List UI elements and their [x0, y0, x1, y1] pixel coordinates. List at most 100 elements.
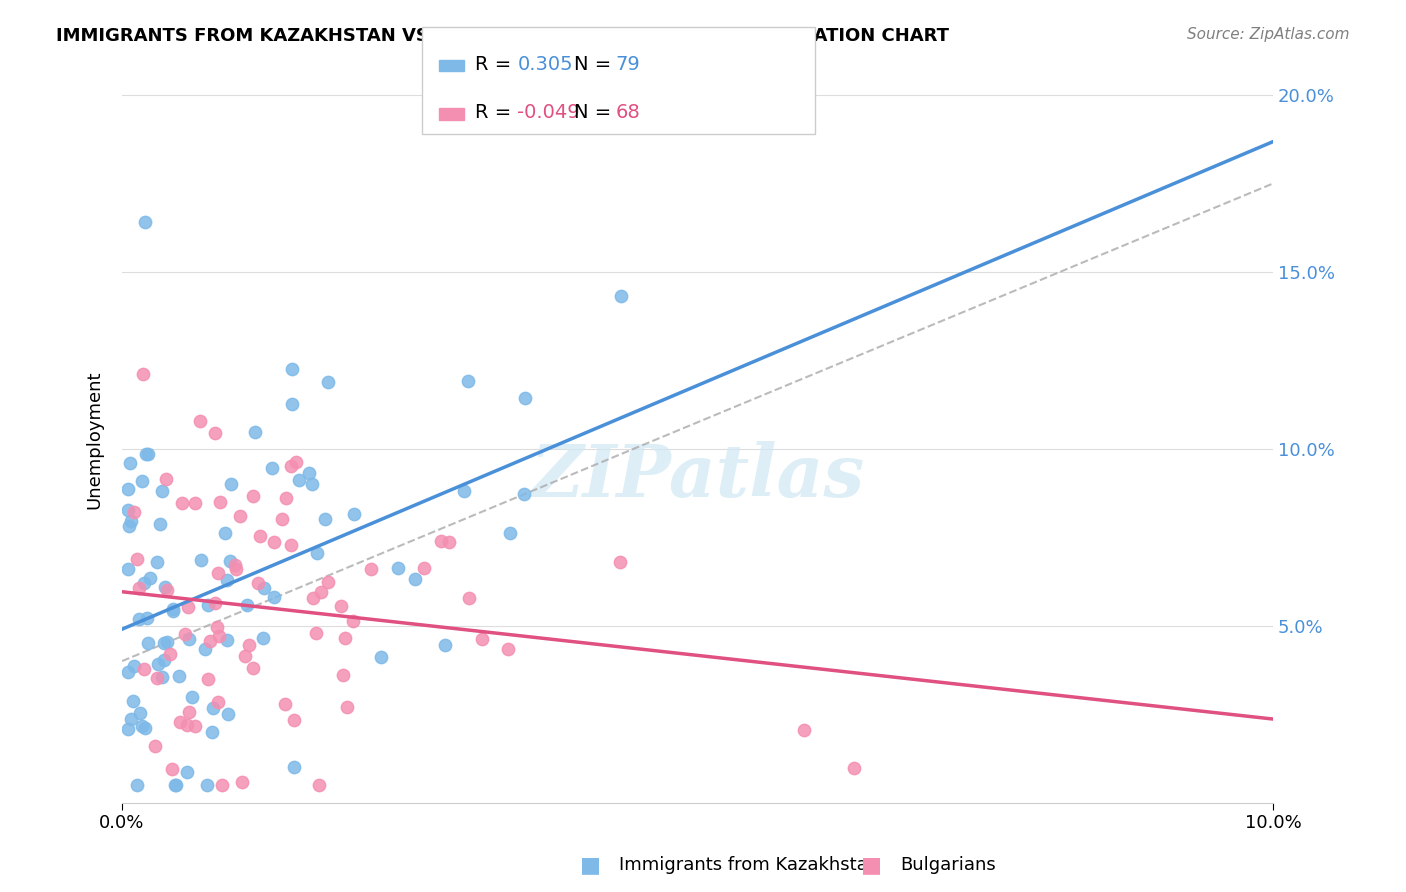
Text: R =: R =: [475, 54, 517, 74]
Point: [499, 526, 522, 541]
Point: [211, 778, 233, 792]
Point: [297, 466, 319, 480]
Point: [177, 632, 200, 646]
Point: [270, 511, 292, 525]
Point: [181, 690, 204, 704]
Point: [413, 561, 436, 575]
Point: [308, 778, 330, 792]
Point: [437, 535, 460, 549]
Point: [274, 491, 297, 506]
Point: [387, 561, 409, 575]
Point: [360, 562, 382, 576]
Point: [197, 599, 219, 613]
Point: [149, 516, 172, 531]
Point: [228, 508, 250, 523]
Text: N =: N =: [574, 54, 617, 74]
Point: [609, 555, 631, 569]
Point: [336, 700, 359, 714]
Point: [183, 719, 205, 733]
Point: [207, 566, 229, 580]
Point: [150, 670, 173, 684]
Point: [169, 714, 191, 729]
Point: [224, 558, 246, 573]
Point: [243, 425, 266, 440]
Point: [195, 778, 218, 792]
Point: [515, 391, 537, 405]
Point: [117, 482, 139, 496]
Point: [207, 695, 229, 709]
Point: [134, 721, 156, 735]
Point: [280, 539, 302, 553]
Point: [316, 574, 339, 589]
Text: N =: N =: [574, 103, 617, 122]
Text: ■: ■: [862, 855, 882, 875]
Point: [280, 459, 302, 474]
Point: [249, 529, 271, 543]
Point: [134, 662, 156, 676]
Text: Immigrants from Kazakhstan: Immigrants from Kazakhstan: [619, 856, 879, 874]
Point: [188, 414, 211, 428]
Point: [302, 591, 325, 606]
Point: [793, 723, 815, 738]
Point: [131, 475, 153, 489]
Point: [155, 472, 177, 486]
Point: [163, 778, 186, 792]
Point: [122, 504, 145, 518]
Point: [208, 629, 231, 643]
Point: [128, 706, 150, 720]
Text: ■: ■: [581, 855, 600, 875]
Point: [136, 611, 159, 625]
Point: [247, 575, 270, 590]
Point: [342, 508, 364, 522]
Point: [135, 446, 157, 460]
Point: [132, 367, 155, 381]
Point: [153, 636, 176, 650]
Point: [262, 460, 284, 475]
Point: [150, 483, 173, 498]
Point: [236, 598, 259, 612]
Point: [152, 653, 174, 667]
Point: [117, 562, 139, 576]
Point: [118, 456, 141, 470]
Point: [160, 762, 183, 776]
Point: [305, 626, 328, 640]
Text: IMMIGRANTS FROM KAZAKHSTAN VS BULGARIAN UNEMPLOYMENT CORRELATION CHART: IMMIGRANTS FROM KAZAKHSTAN VS BULGARIAN …: [56, 27, 949, 45]
Text: 68: 68: [616, 103, 641, 122]
Text: 79: 79: [616, 54, 641, 74]
Point: [284, 455, 307, 469]
Point: [242, 661, 264, 675]
Point: [209, 495, 232, 509]
Point: [134, 214, 156, 228]
Point: [138, 571, 160, 585]
Point: [301, 476, 323, 491]
Point: [231, 774, 253, 789]
Point: [156, 635, 179, 649]
Text: R =: R =: [475, 103, 517, 122]
Point: [288, 473, 311, 487]
Point: [305, 546, 328, 560]
Y-axis label: Unemployment: Unemployment: [86, 371, 103, 509]
Point: [118, 519, 141, 533]
Point: [498, 641, 520, 656]
Point: [146, 671, 169, 685]
Point: [156, 582, 179, 597]
Point: [198, 634, 221, 648]
Point: [283, 759, 305, 773]
Point: [513, 487, 536, 501]
Point: [179, 705, 201, 719]
Point: [148, 657, 170, 672]
Point: [132, 575, 155, 590]
Point: [274, 697, 297, 711]
Point: [117, 503, 139, 517]
Point: [842, 761, 865, 775]
Point: [330, 599, 353, 613]
Point: [159, 648, 181, 662]
Point: [172, 496, 194, 510]
Point: [136, 636, 159, 650]
Point: [342, 615, 364, 629]
Point: [263, 534, 285, 549]
Point: [194, 642, 217, 657]
Point: [120, 514, 142, 528]
Point: [214, 526, 236, 541]
Point: [314, 512, 336, 526]
